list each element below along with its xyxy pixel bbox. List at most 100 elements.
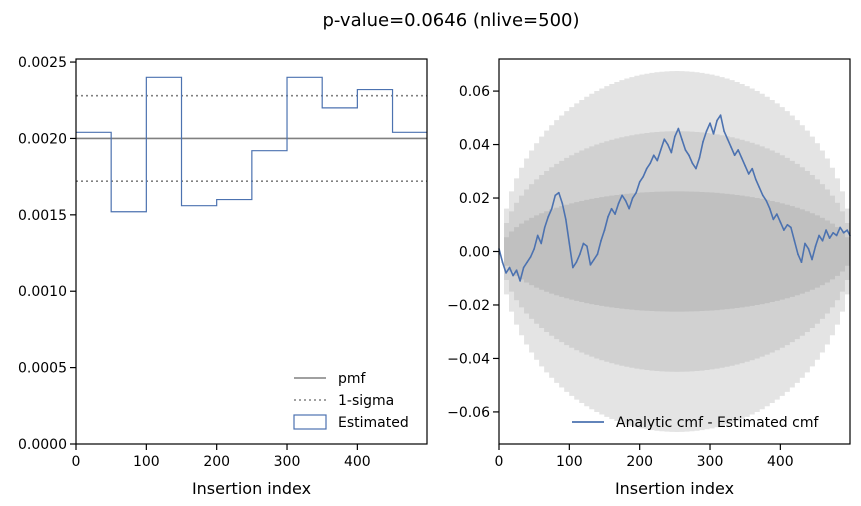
- cmf-difference-point: [751, 167, 754, 170]
- legend-pmf-label: pmf: [338, 371, 367, 387]
- cmf-difference-point: [769, 207, 771, 210]
- cmf-difference-point: [814, 245, 817, 247]
- cmf-difference-point: [681, 138, 683, 141]
- cmf-difference-point: [631, 197, 634, 199]
- estimated-bin: [252, 150, 287, 152]
- cmf-difference-point: [554, 194, 557, 197]
- estimated-bin: [393, 131, 427, 133]
- cmf-difference-point: [628, 207, 630, 210]
- cmf-difference-point: [807, 248, 810, 250]
- cmf-difference-point: [522, 266, 525, 269]
- cmf-difference-point: [797, 253, 799, 255]
- cmf-difference-point: [716, 119, 718, 122]
- legend-estimated-label: Estimated: [338, 415, 409, 431]
- cmf-difference-point: [508, 266, 511, 269]
- cmf-difference-point: [754, 178, 757, 181]
- cmf-difference-point: [779, 221, 782, 223]
- cmf-difference-point: [667, 143, 669, 146]
- cmf-difference-point: [709, 122, 711, 124]
- cmf-difference-point: [533, 248, 535, 250]
- cmf-difference-point: [586, 245, 588, 247]
- cmf-difference-point: [691, 162, 694, 165]
- cmf-difference-point: [688, 154, 690, 157]
- cmf-difference-point: [624, 199, 627, 202]
- left-x-tick-label: 0: [72, 454, 81, 470]
- estimated-bin: [357, 89, 392, 91]
- cmf-difference-point: [645, 167, 648, 170]
- cmf-difference-point: [621, 194, 623, 197]
- right-legend: Analytic cmf - Estimated cmf: [572, 415, 819, 431]
- estimated-bin: [111, 211, 146, 213]
- cmf-difference-point: [565, 218, 567, 221]
- cmf-difference-point: [776, 213, 778, 215]
- cmf-difference-point: [695, 167, 697, 170]
- cmf-difference-point: [832, 231, 834, 234]
- cmf-difference-point: [737, 149, 739, 151]
- right-y-tick-label: 0.04: [459, 138, 490, 154]
- left-frame: [75, 58, 428, 445]
- cmf-difference-point: [568, 242, 571, 245]
- cmf-difference-point: [540, 242, 543, 245]
- legend-sigma-label: 1-sigma: [338, 393, 394, 409]
- left-y-tick-label: 0.0025: [18, 55, 67, 71]
- left-axes: 0 100 200 300 400 0.0000 0.0005 0.0010 0.0015 0.0…: [18, 55, 428, 498]
- cmf-difference-point: [712, 133, 715, 135]
- estimated-bin: [322, 107, 357, 109]
- cmf-difference-point: [761, 194, 764, 197]
- cmf-difference-point: [589, 264, 592, 266]
- cmf-difference-point: [793, 240, 796, 242]
- cmf-difference-point: [828, 237, 831, 239]
- cmf-difference-point: [684, 149, 687, 151]
- cmf-difference-point: [561, 202, 564, 205]
- cmf-difference-point: [670, 151, 673, 154]
- cmf-difference-point: [501, 261, 504, 263]
- right-x-tick-label: 100: [556, 454, 583, 470]
- left-x-tick-label: 300: [274, 454, 301, 470]
- cmf-difference-point: [575, 261, 578, 263]
- left-x-tick-label: 200: [203, 454, 230, 470]
- right-y-tick-label: −0.04: [447, 351, 490, 367]
- cmf-difference-point: [529, 256, 532, 258]
- right-y-tick-label: 0.06: [459, 84, 490, 100]
- cmf-difference-point: [635, 191, 637, 194]
- estimated-bin: [217, 199, 252, 201]
- cmf-difference-point: [519, 280, 521, 282]
- cmf-difference-point: [550, 207, 553, 210]
- cmf-difference-point: [744, 165, 746, 167]
- left-y-tick-label: 0.0000: [18, 437, 67, 453]
- cmf-difference-point: [526, 261, 528, 263]
- cmf-difference-point: [835, 234, 838, 237]
- cmf-difference-point: [677, 127, 680, 130]
- cmf-difference-point: [642, 175, 644, 178]
- right-y-tick-label: 0.00: [459, 245, 490, 261]
- cmf-difference-point: [617, 202, 620, 205]
- cmf-difference-point: [638, 181, 641, 183]
- cmf-difference-point: [818, 234, 820, 237]
- cmf-difference-point: [839, 226, 841, 229]
- cmf-difference-point: [543, 226, 546, 229]
- left-x-axis-label: Insertion index: [192, 479, 311, 498]
- right-x-tick-label: 400: [767, 454, 794, 470]
- cmf-difference-point: [723, 130, 725, 132]
- left-x-tick-label: 100: [133, 454, 160, 470]
- cmf-difference-point: [811, 258, 813, 261]
- cmf-difference-point: [659, 149, 662, 151]
- estimated-bin: [76, 131, 111, 133]
- right-x-axis-label: Insertion index: [615, 479, 734, 498]
- cmf-difference-point: [842, 231, 845, 234]
- estimated-bin: [182, 205, 217, 207]
- cmf-difference-point: [610, 207, 613, 210]
- cmf-difference-point: [593, 258, 595, 261]
- cmf-difference-point: [800, 261, 803, 263]
- estimated-bin: [287, 76, 322, 78]
- cmf-difference-point: [649, 162, 652, 165]
- cmf-difference-point: [846, 229, 848, 231]
- cmf-difference-point: [505, 272, 507, 274]
- cmf-difference-point: [547, 215, 550, 218]
- cmf-difference-point: [705, 130, 708, 132]
- left-y-tick-label: 0.0005: [18, 361, 67, 377]
- right-y-tick-label: −0.06: [447, 405, 490, 421]
- right-x-tick-label: 0: [495, 454, 504, 470]
- legend-cmf-label: Analytic cmf - Estimated cmf: [616, 415, 819, 431]
